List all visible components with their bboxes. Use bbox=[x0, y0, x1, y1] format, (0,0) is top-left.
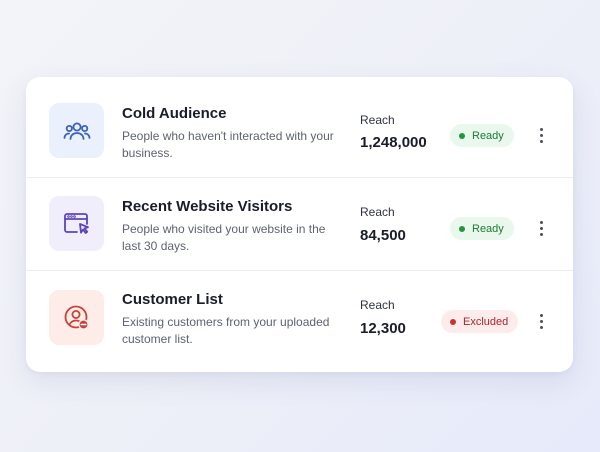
reach-label: Reach bbox=[360, 205, 395, 219]
more-options-button[interactable] bbox=[531, 311, 551, 331]
audience-description: People who haven't interacted with your … bbox=[122, 129, 334, 160]
kebab-dot bbox=[539, 226, 543, 230]
audience-name: Customer List bbox=[122, 291, 223, 308]
more-options-button[interactable] bbox=[531, 218, 551, 238]
kebab-dot bbox=[539, 325, 543, 329]
kebab-dot bbox=[539, 133, 543, 137]
user-minus-icon bbox=[64, 305, 89, 330]
status-dot bbox=[459, 225, 465, 232]
kebab-dot bbox=[539, 127, 543, 131]
audience-row-customer-list[interactable]: Customer List Existing customers from yo… bbox=[26, 270, 573, 363]
audience-icon-box bbox=[49, 103, 104, 158]
audience-icon-box bbox=[49, 290, 104, 345]
audience-name: Recent Website Visitors bbox=[122, 198, 293, 215]
kebab-dot bbox=[539, 220, 543, 224]
browser-cursor-icon bbox=[63, 212, 89, 234]
kebab-dot bbox=[539, 313, 543, 317]
users-icon bbox=[63, 122, 90, 140]
audience-name: Cold Audience bbox=[122, 105, 227, 122]
status-dot bbox=[450, 318, 456, 325]
status-label: Ready bbox=[472, 129, 504, 142]
status-label: Excluded bbox=[463, 315, 509, 328]
kebab-dot bbox=[539, 139, 543, 143]
audience-description: Existing customers from your uploaded cu… bbox=[122, 315, 330, 346]
more-options-button[interactable] bbox=[531, 125, 551, 145]
kebab-dot bbox=[539, 319, 543, 323]
audience-row-cold[interactable]: Cold Audience People who haven't interac… bbox=[26, 77, 573, 169]
status-badge: Ready bbox=[450, 217, 514, 240]
reach-value: 1,248,000 bbox=[360, 134, 427, 151]
audience-description: People who visited your website in the l… bbox=[122, 222, 326, 253]
reach-value: 84,500 bbox=[360, 227, 406, 244]
audience-icon-box bbox=[49, 196, 104, 251]
status-label: Ready bbox=[472, 222, 504, 235]
status-badge: Ready bbox=[450, 124, 514, 147]
kebab-dot bbox=[539, 232, 543, 236]
reach-value: 12,300 bbox=[360, 320, 406, 337]
status-badge: Excluded bbox=[441, 310, 519, 333]
reach-label: Reach bbox=[360, 113, 395, 127]
audience-list-card: Cold Audience People who haven't interac… bbox=[26, 77, 573, 372]
reach-label: Reach bbox=[360, 298, 395, 312]
status-dot bbox=[459, 132, 465, 139]
audience-row-website-visitors[interactable]: Recent Website Visitors People who visit… bbox=[26, 177, 573, 270]
